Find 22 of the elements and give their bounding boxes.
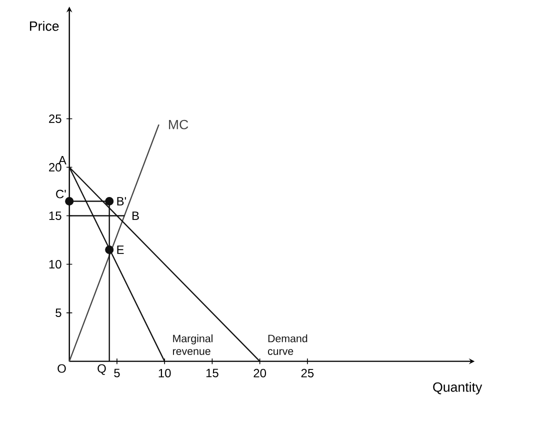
x-tick-label: 5 bbox=[114, 368, 120, 378]
y-tick-label: 5 bbox=[56, 308, 62, 317]
y-axis-title: Price bbox=[30, 21, 59, 31]
x-tick-label: 25 bbox=[301, 368, 314, 378]
annotation: C' bbox=[56, 190, 66, 198]
annotation: B' bbox=[117, 197, 126, 206]
series-label: MC bbox=[168, 120, 188, 130]
series-label: Demand curve bbox=[268, 334, 308, 355]
series-label: Marginal revenue bbox=[173, 334, 212, 355]
annotation: E bbox=[117, 246, 124, 254]
y-tick-label: 15 bbox=[49, 212, 62, 220]
annotation: A bbox=[58, 156, 66, 164]
annotation: O bbox=[58, 364, 66, 373]
annotation: B bbox=[132, 212, 139, 220]
annotation: Q bbox=[98, 364, 106, 375]
x-axis-title: Quantity bbox=[433, 382, 482, 394]
x-tick-label: 10 bbox=[158, 368, 171, 378]
x-tick-label: 15 bbox=[206, 368, 218, 378]
y-tick-label: 20 bbox=[49, 162, 62, 172]
y-tick-label: 25 bbox=[49, 114, 62, 123]
y-tick-label: 10 bbox=[49, 260, 62, 269]
x-tick-label: 20 bbox=[254, 368, 266, 378]
